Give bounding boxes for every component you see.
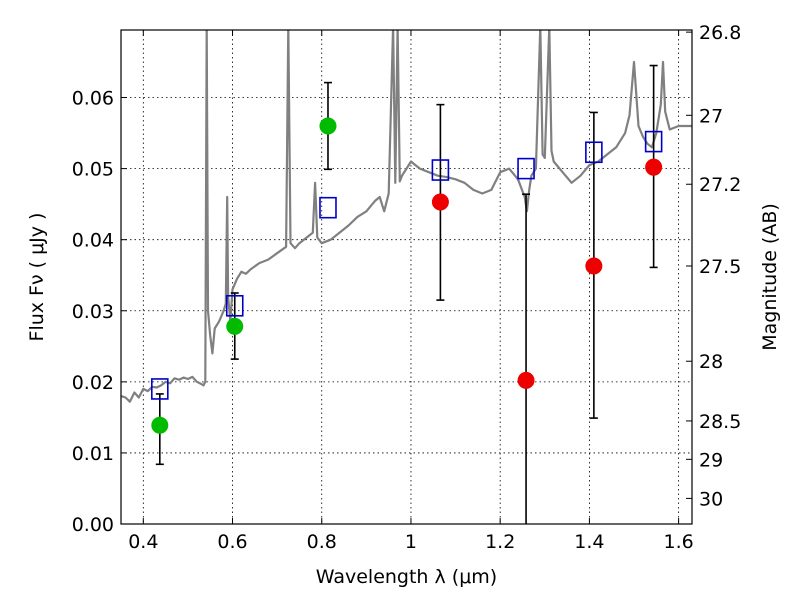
model-point-marker: [517, 157, 535, 180]
y-tick-label: 0.06: [72, 88, 114, 110]
y-tick-label: 0.05: [72, 159, 114, 181]
plot-area: [121, 30, 692, 524]
y-tick-label: 0.02: [72, 372, 114, 394]
detection-point: [226, 317, 244, 335]
y2-tick-label: 30: [699, 488, 723, 510]
model-point-marker: [644, 130, 663, 153]
x-tick-label: 1.2: [485, 531, 515, 553]
y2-tick-label: 28: [699, 351, 723, 373]
y-tick-label: 0.01: [72, 443, 114, 465]
model-point-marker: [151, 378, 169, 400]
upper-limit-point: [585, 257, 603, 275]
y-tick-label: 0.03: [72, 301, 114, 323]
x-tick-label: 1.6: [664, 531, 694, 553]
template-spectrum-line: [121, 30, 692, 403]
y2-tick-label: 27.5: [699, 256, 741, 278]
x-tick-label: 0.8: [307, 531, 337, 553]
y-tick-label: 0.00: [72, 514, 114, 536]
model-point-marker: [225, 294, 244, 317]
x-tick-label: 1: [405, 531, 417, 553]
y2-tick-label: 26.8: [699, 22, 741, 44]
y2-tick-label: 29: [699, 449, 723, 471]
model-point-marker: [585, 141, 603, 164]
detection-point: [151, 416, 169, 434]
y2-tick-label: 28.5: [699, 411, 741, 433]
x-axis-title: Wavelength λ (μm): [316, 566, 497, 588]
model-point-marker: [431, 159, 450, 181]
y2-axis-title: Magnitude (AB): [759, 203, 781, 351]
upper-limit-point: [645, 158, 663, 176]
y-axis-title: Flux Fν ( μJy ): [26, 213, 48, 342]
x-tick-label: 0.4: [128, 531, 158, 553]
plot-frame: [120, 29, 693, 525]
y2-tick-label: 27.2: [699, 174, 741, 196]
upper-limit-point: [431, 193, 449, 211]
y2-tick-label: 27: [699, 105, 723, 127]
x-tick-label: 0.6: [217, 531, 247, 553]
x-tick-label: 1.4: [574, 531, 604, 553]
upper-limit-point: [517, 371, 535, 389]
model-point-marker: [319, 196, 337, 219]
detection-point: [319, 117, 337, 135]
axis-ticks: 0.4 0.6 0.8 1 1.2 1.4 1.6 0.00 0.01 0.02 0.03 0.04 0…: [72, 22, 742, 553]
y-tick-label: 0.04: [72, 230, 114, 252]
